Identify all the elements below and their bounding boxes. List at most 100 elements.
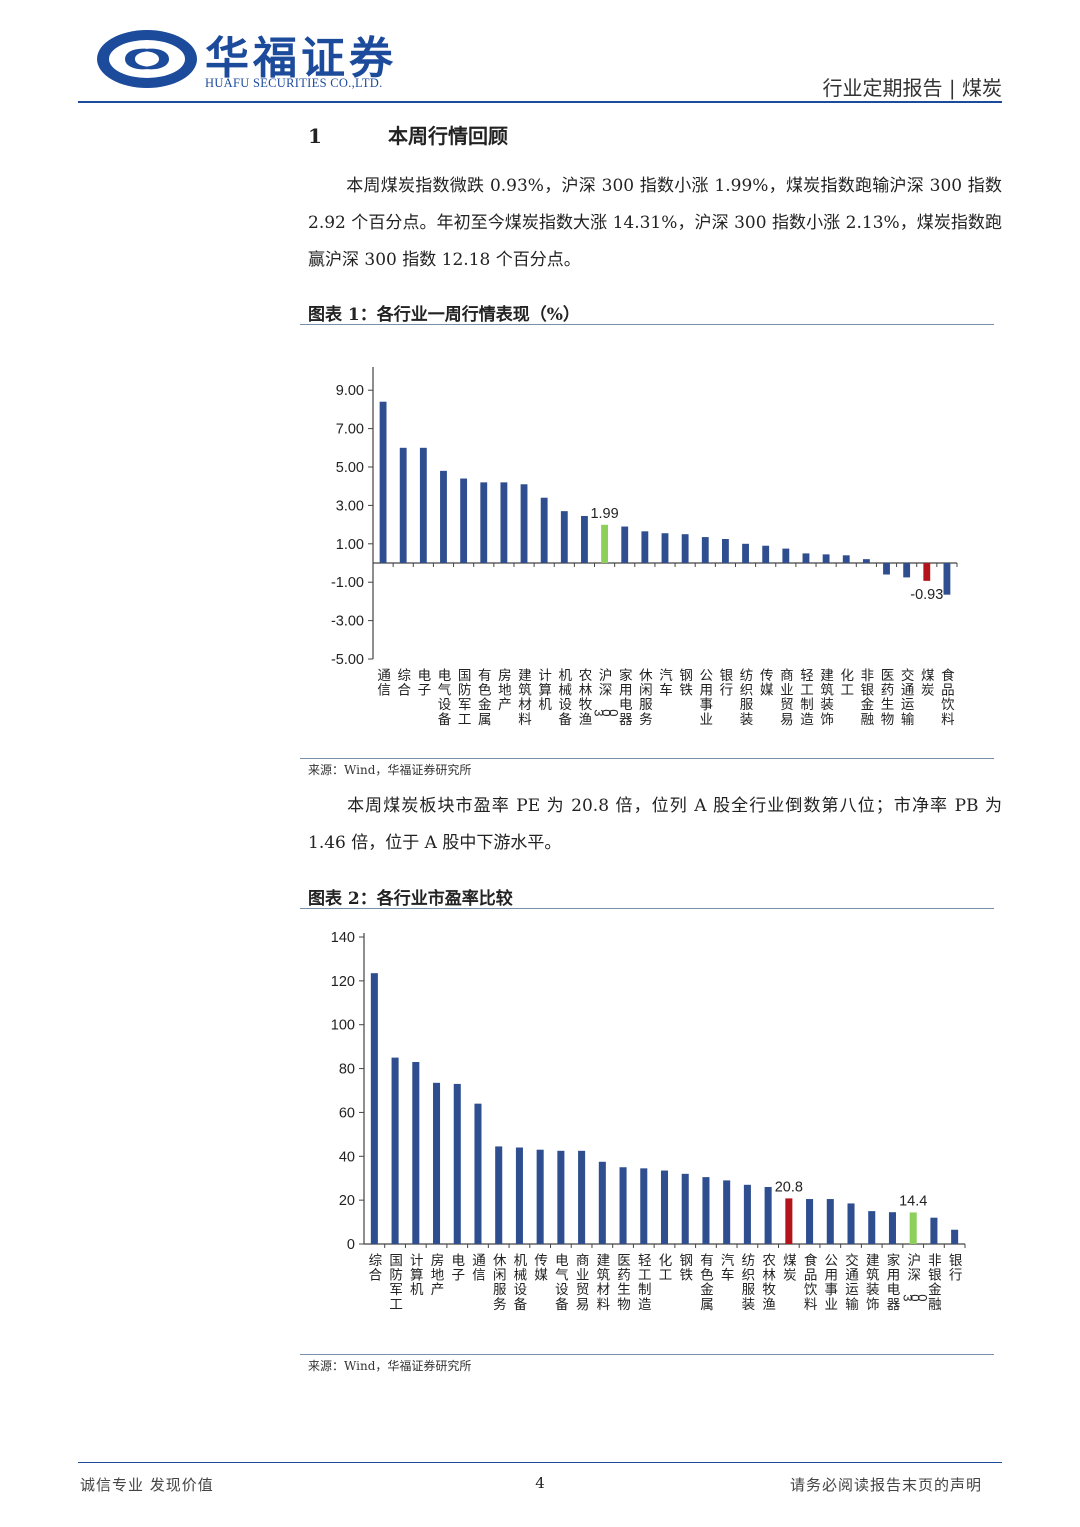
bar-电气设备 — [440, 470, 447, 563]
paragraph-text: 本周煤炭指数微跌 0.93%，沪深 300 指数小涨 1.99%，煤炭指数跑输沪… — [308, 176, 1002, 270]
bar-电气设备 — [557, 1150, 565, 1244]
bar-房地产 — [500, 482, 508, 563]
x-tick-label: 房地产 — [498, 668, 512, 712]
bar-食品饮料 — [943, 563, 951, 595]
y-tick-label: 80 — [339, 1062, 355, 1078]
x-tick-label: 医药生物 — [881, 668, 895, 727]
x-tick-label: 医药生物 — [617, 1253, 631, 1312]
x-tick-label: 农林牧渔 — [762, 1253, 776, 1312]
figure1-title: 图表 1：各行业一周行情表现（%） — [308, 305, 580, 325]
x-tick-label: 国防军工 — [389, 1253, 403, 1312]
x-tick-label: 电气设备 — [555, 1253, 569, 1312]
footer-slogan: 诚信专业 发现价值 — [80, 1476, 214, 1494]
brand-name-en: HUAFU SECURITIES CO.,LTD. — [205, 76, 383, 90]
y-tick-label: 7.00 — [336, 422, 364, 438]
bar-电子 — [419, 447, 427, 563]
bar-非银金融 — [862, 559, 870, 563]
x-tick-label: 通信 — [472, 1253, 486, 1283]
x-tick-label: 食品饮料 — [804, 1252, 818, 1312]
x-tick-label: 建筑装饰 — [866, 1253, 880, 1312]
x-tick-label: 通信 — [377, 668, 391, 698]
x-tick-label: 房地产 — [431, 1253, 445, 1297]
bar-纺织服装 — [743, 1184, 751, 1244]
data-label: 20.8 — [775, 1179, 803, 1195]
bar-有色金属 — [702, 1177, 710, 1244]
bar-交通运输 — [903, 563, 911, 578]
y-tick-label: 3.00 — [336, 498, 364, 514]
y-tick-label: 140 — [331, 930, 355, 946]
x-tick-label: 有色金属 — [478, 668, 492, 727]
bar-农林牧渔 — [581, 515, 588, 563]
y-tick-label: 100 — [331, 1018, 355, 1034]
x-tick-label: 建筑材料 — [597, 1253, 611, 1312]
x-tick-label: 电子 — [452, 1253, 466, 1283]
data-label: 1.99 — [590, 506, 618, 522]
x-tick-label: 机械设备 — [514, 1253, 528, 1312]
bar-医药生物 — [619, 1167, 627, 1244]
x-tick-label: 商业贸易 — [780, 668, 794, 727]
bar-休闲服务 — [641, 531, 649, 563]
y-tick-label: 9.00 — [336, 383, 364, 399]
x-tick-label: 沪深 300 — [592, 668, 621, 716]
x-tick-label: 计算机 — [410, 1253, 424, 1297]
x-tick-label: 化工 — [840, 668, 854, 698]
chart-plot: 140 120 100 80 60 40 20 0 综合国防军工计算机房地产电子通信休闲服务机械… — [331, 930, 966, 1312]
bar-传媒 — [762, 545, 770, 563]
x-tick-label: 轻工制造 — [800, 668, 814, 727]
x-tick-label: 公用事业 — [700, 668, 714, 727]
x-tick-label: 化工 — [659, 1253, 673, 1283]
x-tick-label: 煤炭 — [783, 1253, 797, 1283]
x-tick-label: 汽车 — [721, 1253, 735, 1283]
x-tick-label: 有色金属 — [700, 1253, 714, 1312]
x-tick-label: 纺织服装 — [740, 668, 754, 727]
x-tick-label: 电子 — [418, 668, 432, 698]
paragraph-text: 本周煤炭板块市盈率 PE 为 20.8 倍，位列 A 股全行业倒数第八位；市净率… — [308, 796, 1002, 853]
bar-纺织服装 — [742, 543, 749, 563]
bar-非银金融 — [930, 1217, 938, 1244]
bar-有色金属 — [480, 482, 488, 563]
footer-disclaimer: 请务必阅读报告末页的声明 — [789, 1476, 982, 1494]
x-tick-label: 纺织服装 — [742, 1253, 756, 1312]
section-number: 1 — [308, 124, 322, 148]
bar-建筑装饰 — [868, 1211, 876, 1244]
figure2-title: 图表 2：各行业市盈率比较 — [308, 889, 513, 909]
bar-沪深300 — [601, 524, 609, 563]
x-tick-label: 汽车 — [659, 668, 673, 698]
y-tick-label: 120 — [331, 974, 355, 990]
y-tick-label: 60 — [339, 1105, 355, 1121]
page-number: 4 — [535, 1474, 545, 1492]
bar-轻工制造 — [802, 553, 810, 563]
section-title-text: 本周行情回顾 — [388, 124, 508, 148]
y-tick-label: 40 — [339, 1149, 355, 1165]
section-title: 1 本周行情回顾 — [308, 120, 508, 149]
x-tick-label: 非银金融 — [928, 1253, 942, 1312]
bar-公用事业 — [826, 1199, 834, 1244]
bar-家用电器 — [621, 526, 629, 563]
x-tick-label: 计算机 — [538, 668, 552, 712]
figure1-bottom-rule — [300, 758, 994, 759]
x-tick-label: 休闲服务 — [639, 668, 653, 727]
x-tick-label: 机械设备 — [559, 668, 573, 727]
bar-银行 — [721, 539, 729, 563]
bar-化工 — [842, 555, 850, 563]
x-tick-label: 传媒 — [760, 668, 774, 698]
x-tick-label: 非银金融 — [861, 668, 875, 727]
bar-煤炭 — [785, 1198, 793, 1244]
x-tick-label: 银行 — [720, 668, 734, 698]
bar-商业贸易 — [782, 548, 790, 563]
x-tick-label: 公用事业 — [825, 1253, 839, 1312]
bar-机械设备 — [515, 1147, 523, 1244]
data-label: -0.93 — [910, 587, 943, 603]
bar-沪深300 — [909, 1212, 917, 1244]
weekly-performance-bar-chart: 9.00 7.00 5.00 3.00 1.00 -1.00 -3.00 -5.00 通信综合电… — [331, 367, 958, 727]
x-tick-label: 食品饮料 — [941, 667, 955, 727]
footer-divider — [78, 1462, 1002, 1463]
x-tick-label: 钢铁 — [679, 1253, 693, 1283]
pe-ratio-bar-chart: 140 120 100 80 60 40 20 0 综合国防军工计算机房地产电子通信休闲服务机械… — [331, 930, 966, 1312]
x-tick-label: 传媒 — [534, 1253, 548, 1283]
bar-休闲服务 — [495, 1146, 503, 1244]
bar-通信 — [474, 1103, 482, 1244]
bar-钢铁 — [681, 534, 689, 563]
header-divider — [78, 101, 1002, 103]
figure1-source: 来源：Wind，华福证券研究所 — [308, 763, 472, 777]
